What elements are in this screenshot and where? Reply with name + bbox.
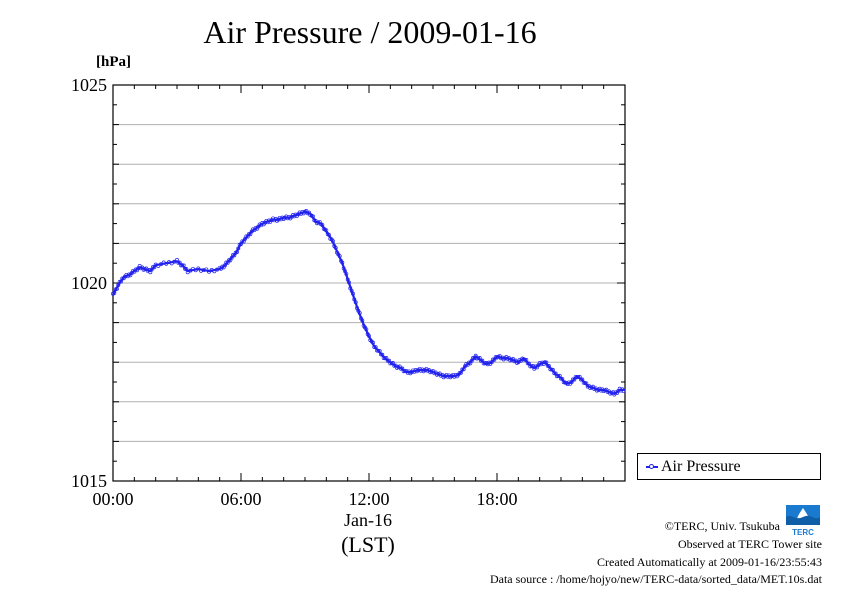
data-point	[188, 268, 193, 273]
data-point	[115, 286, 119, 291]
data-point	[181, 263, 186, 268]
x-axis-date-label: Jan-16	[344, 510, 392, 530]
chart-legend: Air Pressure	[637, 453, 821, 480]
data-point	[193, 268, 198, 273]
data-point	[201, 268, 206, 273]
y-tick-label: 1025	[71, 75, 107, 95]
data-point	[331, 239, 335, 244]
data-point	[172, 259, 177, 264]
data-point	[351, 291, 355, 296]
data-point	[207, 269, 211, 274]
data-point	[212, 269, 217, 274]
data-point	[388, 361, 393, 366]
y-axis-unit: [hPa]	[96, 54, 131, 70]
data-point	[156, 263, 161, 268]
data-point	[196, 266, 201, 271]
legend-swatch-marker	[649, 464, 654, 469]
series-line	[112, 210, 625, 395]
data-point	[164, 261, 169, 266]
footer-observed: Observed at TERC Tower site	[677, 537, 822, 551]
plot-frame	[112, 84, 626, 482]
data-point	[116, 283, 121, 287]
data-point	[169, 261, 174, 266]
terc-logo-icon: TERC	[784, 503, 822, 537]
data-point	[621, 389, 626, 394]
data-point	[528, 364, 533, 369]
x-tick-label: 18:00	[476, 489, 517, 509]
data-point	[337, 254, 342, 259]
logo-text: TERC	[792, 528, 814, 537]
data-point	[320, 223, 325, 227]
data-point	[580, 377, 585, 382]
data-point	[524, 358, 529, 362]
data-point	[119, 279, 123, 284]
data-point	[392, 363, 397, 368]
data-point	[327, 232, 331, 237]
data-point	[235, 250, 239, 254]
footer-created: Created Automatically at 2009-01-16/23:5…	[597, 555, 822, 569]
footer-source: Data source : /home/hojyo/new/TERC-data/…	[489, 572, 822, 586]
chart-title: Air Pressure / 2009-01-16	[203, 14, 537, 50]
x-tick-label: 06:00	[220, 489, 261, 509]
data-point	[476, 356, 481, 361]
data-point	[371, 340, 375, 345]
data-point	[120, 276, 125, 281]
data-point	[584, 381, 589, 386]
data-point	[159, 262, 163, 267]
data-point	[560, 376, 565, 381]
data-point	[204, 267, 209, 272]
footer-copyright: ©TERC, Univ. Tsukuba	[664, 519, 780, 533]
data-point	[367, 333, 371, 338]
data-point	[324, 228, 329, 233]
data-point	[347, 280, 351, 285]
data-point	[112, 291, 117, 295]
data-point	[460, 367, 465, 372]
data-point	[380, 352, 385, 357]
x-tick-label: 00:00	[92, 489, 133, 509]
data-point	[547, 364, 551, 369]
y-tick-label: 1015	[71, 471, 107, 491]
data-point	[199, 268, 203, 273]
data-point	[461, 367, 466, 372]
data-point	[311, 214, 315, 219]
data-point	[364, 327, 369, 332]
data-point	[373, 345, 378, 350]
data-point	[360, 318, 365, 323]
data-point	[184, 267, 189, 271]
data-point	[459, 370, 463, 375]
data-point	[236, 246, 241, 251]
data-point	[551, 367, 555, 372]
data-point	[544, 360, 549, 365]
data-point	[185, 270, 190, 275]
legend-label: Air Pressure	[661, 458, 741, 475]
x-axis-timezone-label: (LST)	[341, 532, 395, 557]
data-point	[344, 271, 349, 276]
data-point	[372, 345, 377, 349]
x-tick-label: 12:00	[348, 489, 389, 509]
data-point	[333, 245, 338, 250]
y-tick-label: 1020	[71, 273, 107, 293]
data-point	[377, 349, 382, 354]
data-point	[353, 300, 358, 305]
data-point	[340, 260, 345, 265]
data-point	[215, 267, 219, 272]
data-point	[176, 260, 181, 265]
data-point	[357, 311, 362, 315]
